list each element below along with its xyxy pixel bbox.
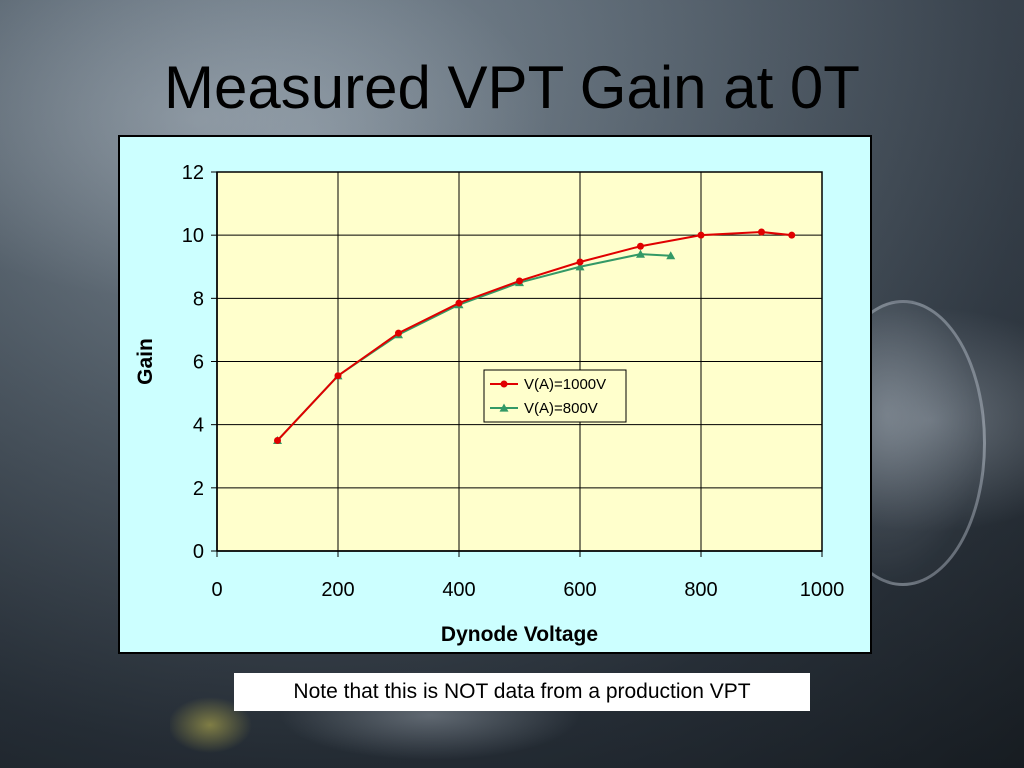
legend-swatch-marker bbox=[499, 403, 509, 412]
legend-entry-label: V(A)=800V bbox=[524, 400, 598, 417]
y-tick-label: 10 bbox=[182, 225, 204, 247]
legend-swatch-marker bbox=[500, 380, 508, 388]
x-tick-label: 200 bbox=[321, 579, 354, 601]
y-tick-label: 6 bbox=[193, 352, 204, 374]
data-point bbox=[575, 262, 585, 271]
x-tick-label: 600 bbox=[563, 579, 596, 601]
legend-box bbox=[483, 369, 627, 423]
slide-title: Measured VPT Gain at 0T bbox=[164, 54, 860, 121]
y-tick-label: 4 bbox=[193, 415, 204, 437]
y-axis-title: Gain bbox=[134, 338, 157, 385]
data-point bbox=[666, 251, 676, 260]
x-axis-title: Dynode Voltage bbox=[441, 623, 598, 646]
data-point bbox=[697, 231, 705, 239]
data-point bbox=[455, 299, 463, 307]
gain-chart: 0 2 4 6 8 10 12 0 200 400 600 800 1000 Dynode Voltage… bbox=[134, 162, 845, 646]
note-text: Note that this is NOT data from a produc… bbox=[293, 680, 751, 703]
background-device bbox=[170, 655, 690, 768]
data-point bbox=[576, 258, 584, 266]
series-line bbox=[276, 231, 792, 442]
data-point bbox=[334, 372, 342, 380]
x-tick-label: 1000 bbox=[800, 579, 845, 601]
y-tick-label: 0 bbox=[193, 541, 204, 563]
y-tick-label: 8 bbox=[193, 288, 204, 310]
x-tick-label: 800 bbox=[684, 579, 717, 601]
y-tick-label: 2 bbox=[193, 478, 204, 500]
note-box: Note that this is NOT data from a produc… bbox=[234, 673, 810, 711]
data-point bbox=[758, 228, 765, 236]
data-point bbox=[395, 329, 402, 337]
x-tick-label: 0 bbox=[211, 579, 222, 601]
legend-entry-label: V(A)=1000V bbox=[524, 376, 606, 393]
data-point bbox=[516, 277, 523, 285]
data-point bbox=[788, 231, 796, 239]
y-tick-label: 12 bbox=[182, 162, 204, 184]
data-point bbox=[637, 242, 644, 250]
x-tick-label: 400 bbox=[442, 579, 475, 601]
data-point bbox=[636, 249, 645, 258]
chart-panel: 0 2 4 6 8 10 12 0 200 400 600 800 1000 Dynode Voltage… bbox=[118, 135, 872, 654]
data-point bbox=[274, 436, 281, 444]
